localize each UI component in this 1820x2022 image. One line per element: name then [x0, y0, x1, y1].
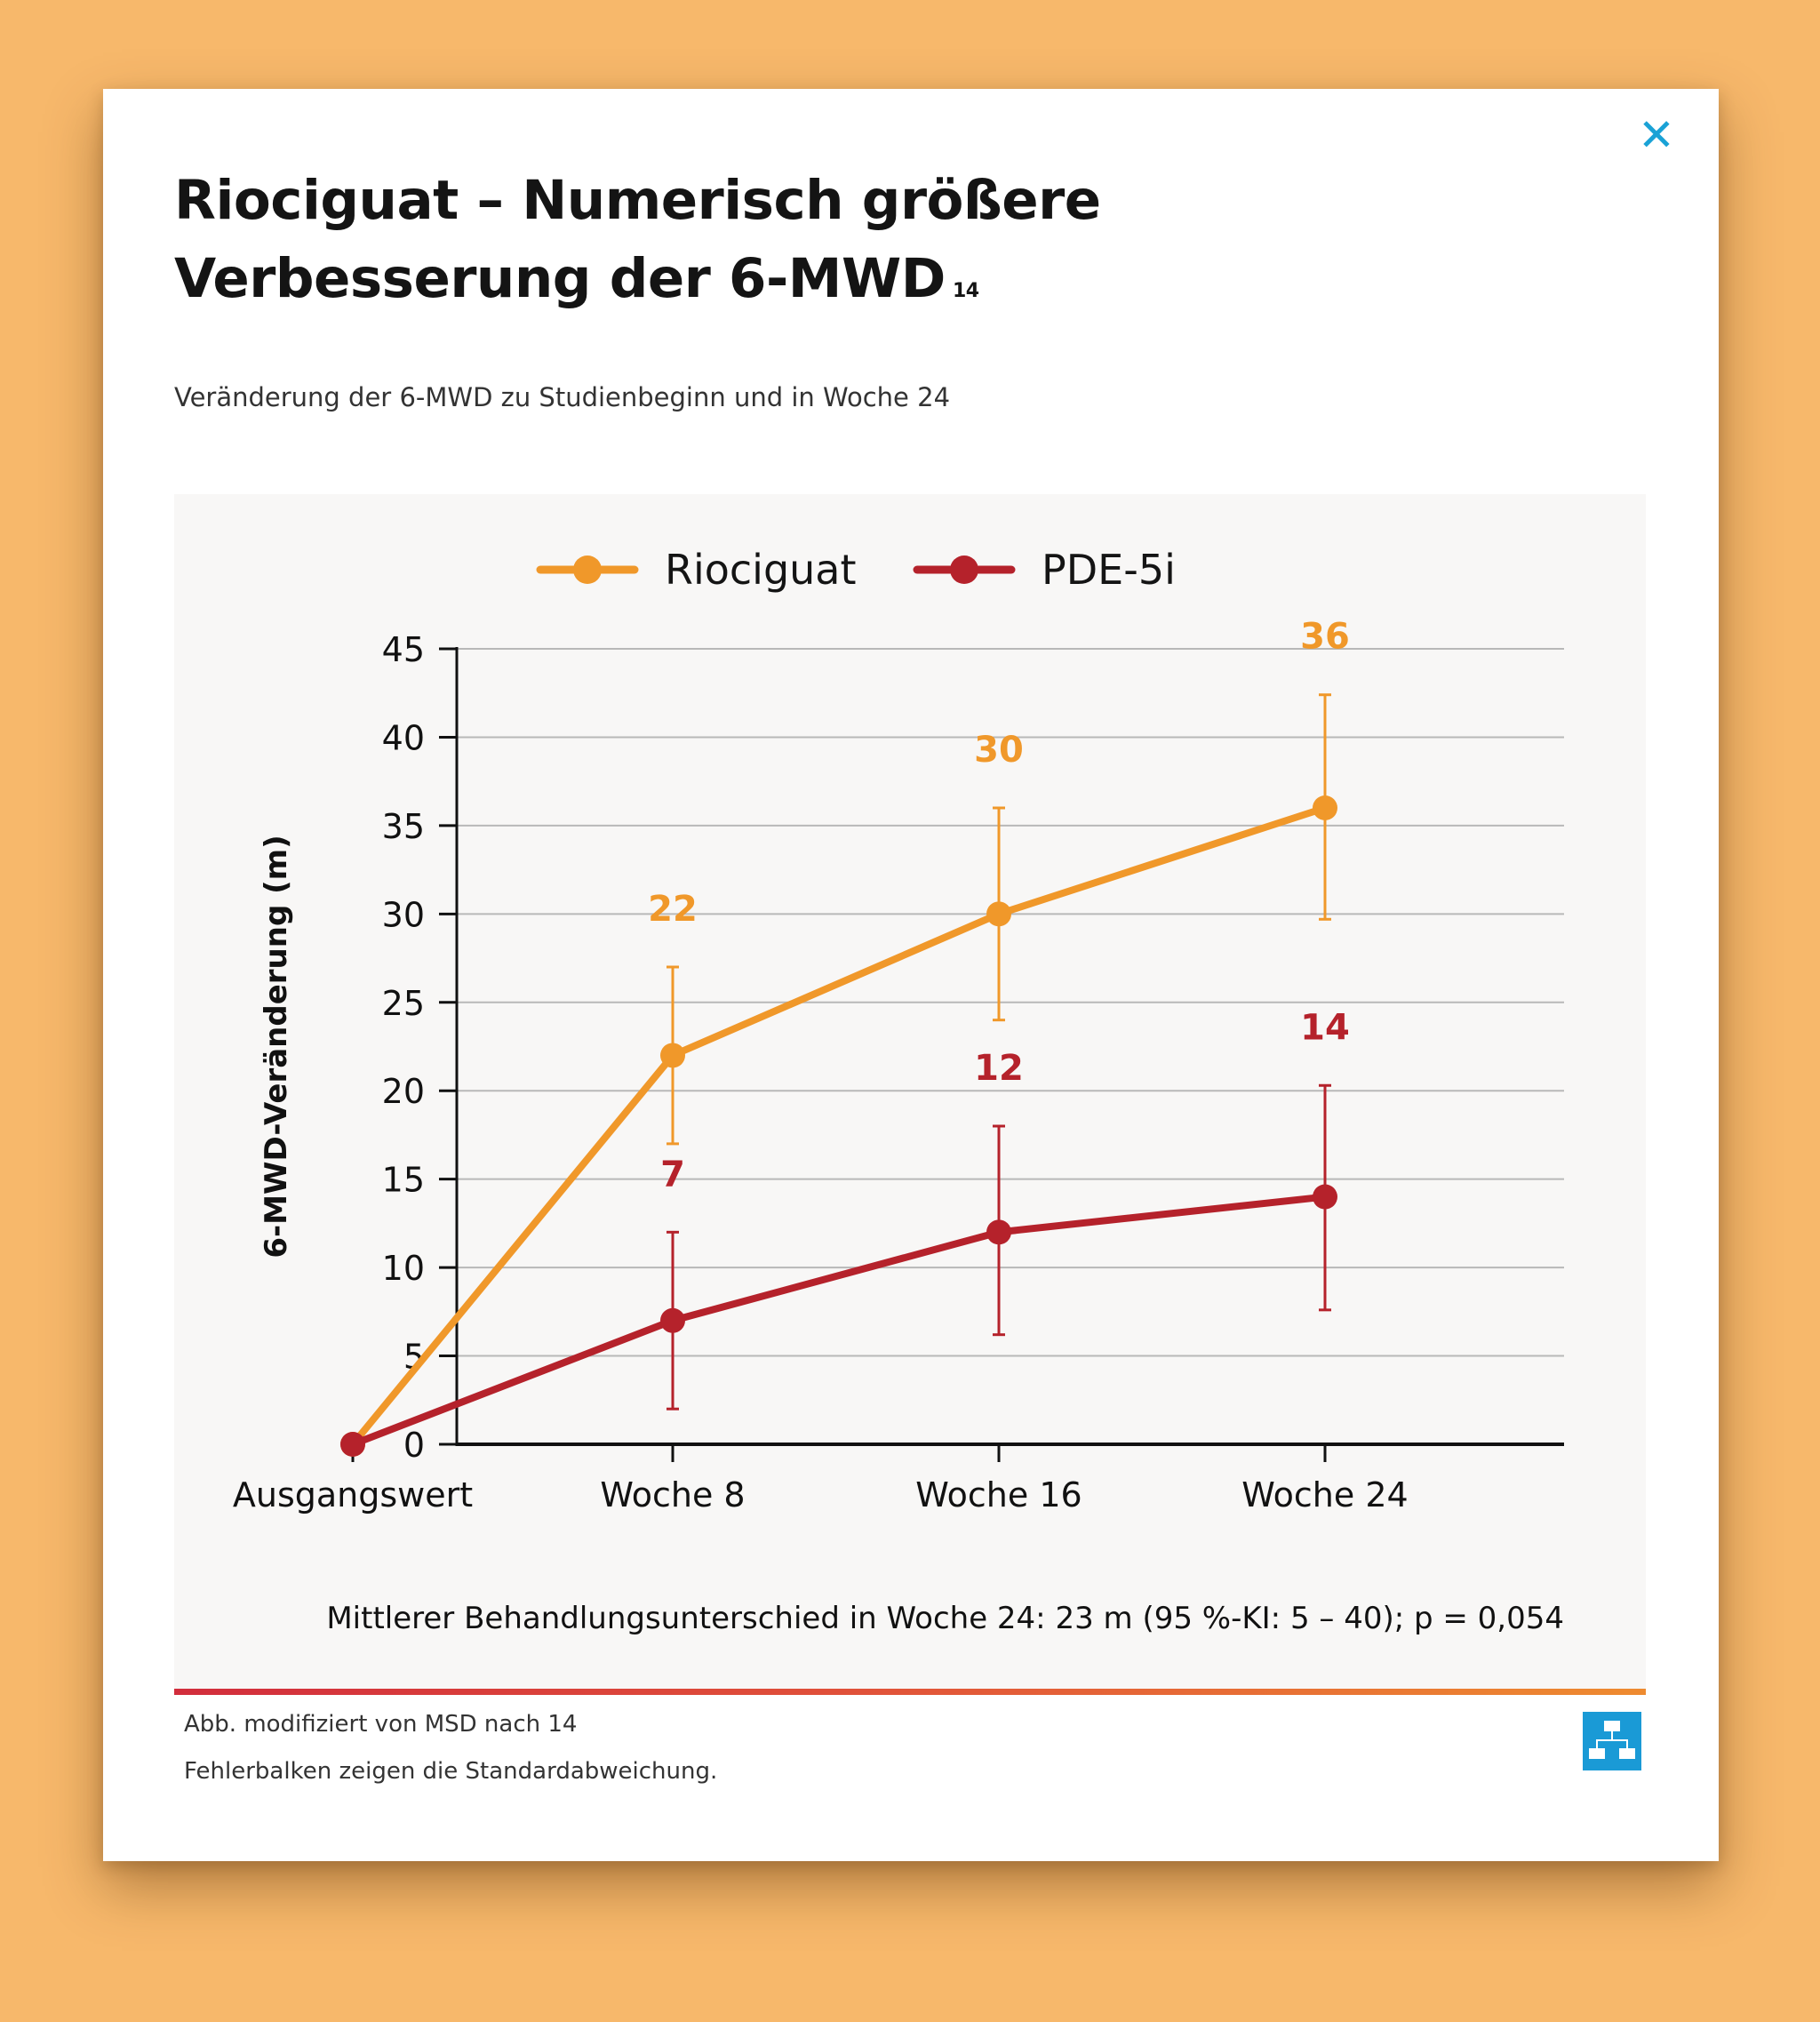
data-point [1313, 1184, 1337, 1210]
data-label: 36 [1300, 617, 1350, 658]
y-tick-label: 35 [382, 807, 425, 846]
x-tick-label: Woche 24 [1241, 1475, 1408, 1515]
data-point [1313, 795, 1337, 820]
y-tick-label: 15 [382, 1161, 425, 1200]
data-label: 30 [974, 730, 1024, 771]
y-tick-label: 40 [382, 718, 425, 757]
data-label: 14 [1300, 1007, 1350, 1048]
y-tick-label: 0 [403, 1426, 425, 1465]
series-line [351, 1193, 1326, 1448]
data-label: 7 [660, 1154, 685, 1195]
title-line-1: Riociguat – Numerisch größere [174, 169, 1101, 232]
data-label: 22 [648, 889, 698, 930]
title-line-2: Verbesserung der 6-MWD [174, 247, 946, 310]
legend-label: Riociguat [665, 546, 857, 594]
x-tick-label: Ausgangswert [233, 1475, 473, 1515]
x-tick-label: Woche 16 [915, 1475, 1082, 1515]
chart-subtitle: Veränderung der 6-MWD zu Studienbeginn u… [174, 382, 951, 412]
y-tick-label: 10 [382, 1249, 425, 1288]
data-point [986, 1219, 1011, 1245]
legend-label: PDE-5i [1042, 546, 1176, 594]
y-axis-label: 6-MWD-Veränderung (m) [259, 835, 294, 1258]
chart-annotation: Mittlerer Behandlungsunterschied in Woch… [326, 1601, 1564, 1636]
data-point [340, 1432, 365, 1457]
data-point [660, 1043, 685, 1068]
data-point [986, 901, 1011, 927]
chart-modal: ✕ Riociguat – Numerisch größere Verbesse… [103, 89, 1719, 1861]
close-icon[interactable]: ✕ [1638, 109, 1675, 161]
y-tick-label: 45 [382, 630, 425, 669]
y-tick-label: 25 [382, 984, 425, 1023]
legend-swatch-marker [950, 555, 978, 584]
data-label: 12 [974, 1048, 1024, 1089]
series-line [349, 804, 1327, 1447]
data-point [660, 1307, 685, 1333]
modal-title: Riociguat – Numerisch größere Verbesseru… [174, 162, 1241, 318]
footnote-source: Abb. modifiziert von MSD nach 14 [184, 1711, 578, 1738]
x-tick-label: Woche 8 [600, 1475, 745, 1515]
footer-divider [174, 1689, 1646, 1695]
sitemap-icon[interactable] [1583, 1712, 1641, 1770]
chart-panel: 0 5 10 15 20 25 30 35 40 45 Ausgangswert Woche 8 Woc… [174, 494, 1646, 1689]
title-reference: 14 [952, 280, 979, 302]
y-tick-label: 30 [382, 895, 425, 934]
legend-swatch-marker [573, 555, 602, 584]
footnote-error-bars: Fehlerbalken zeigen die Standardabweichu… [184, 1758, 718, 1785]
y-tick-label: 20 [382, 1072, 425, 1111]
